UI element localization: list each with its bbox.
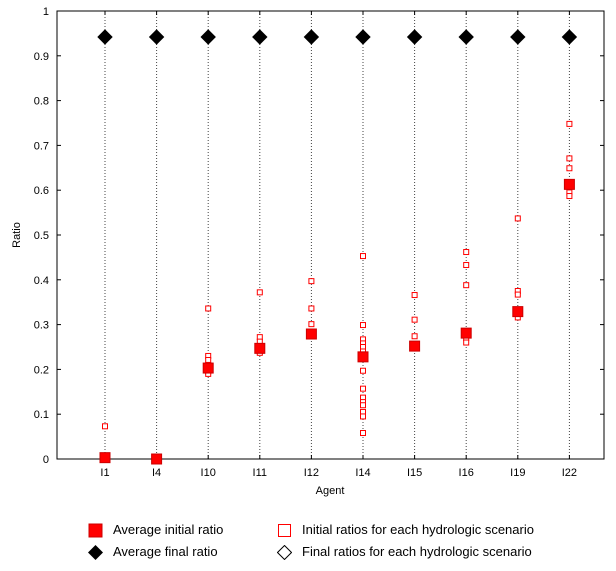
average-initial-ratio-point — [563, 178, 575, 190]
initial-ratio-scenario-point — [308, 305, 315, 312]
initial-ratio-scenario-point — [360, 413, 366, 420]
initial-ratio-scenario-point — [514, 215, 521, 222]
average-final-ratio-point — [459, 29, 474, 44]
y-tick-label: 0.3 — [34, 320, 49, 332]
initial-ratio-scenario-point — [360, 385, 366, 392]
initial-ratio-scenario-point — [308, 278, 315, 285]
average-initial-ratio-point — [202, 362, 214, 374]
initial-ratio-scenario-point — [411, 333, 418, 340]
initial-ratio-scenario-point — [566, 120, 573, 127]
y-tick-label: 0.9 — [34, 51, 49, 63]
y-tick-label: 0.4 — [34, 275, 49, 287]
initial-ratio-scenario-point — [256, 289, 263, 296]
y-tick-label: 0.7 — [34, 140, 49, 152]
open-black-diamond-icon — [276, 544, 293, 561]
initial-ratio-scenario-point — [205, 305, 212, 312]
initial-ratio-scenario-point — [102, 423, 108, 430]
initial-ratio-scenario-point — [360, 402, 366, 409]
chart-legend: Average initial ratio Initial ratios for… — [88, 520, 608, 566]
x-tick-label: I10 — [201, 467, 216, 479]
y-tick-label: 0.6 — [34, 185, 49, 197]
average-final-ratio-point — [252, 29, 267, 44]
average-final-ratio-point — [356, 29, 370, 44]
y-tick-label: 0.5 — [34, 230, 49, 242]
initial-ratio-scenario-point — [360, 430, 366, 437]
y-axis: 0 0.1 0.2 0.3 0.4 0.5 0.6 0.7 0.8 0.9 1 — [34, 6, 604, 466]
y-tick-label: 0 — [43, 454, 49, 466]
initial-ratio-scenario-point — [360, 253, 366, 260]
average-final-ratio-point — [149, 29, 164, 44]
x-tick-label: I22 — [562, 467, 577, 479]
open-red-square-icon — [277, 523, 292, 538]
average-final-ratio-point — [510, 29, 525, 44]
x-tick-label: I12 — [304, 467, 319, 479]
filled-red-square-icon — [88, 523, 103, 538]
y-tick-label: 0.2 — [34, 364, 49, 376]
y-tick-label: 1 — [43, 6, 49, 18]
initial-ratio-scenario-point — [360, 322, 366, 329]
average-final-ratio-point — [98, 29, 112, 44]
average-final-ratio-point — [201, 29, 216, 44]
initial-ratio-scenario-point — [463, 339, 470, 346]
x-tick-label: I14 — [355, 467, 370, 479]
x-axis: I1 I4 I10 I11 I12 I14 I15 I16 I19 I22 — [100, 11, 577, 479]
x-tick-label: I15 — [407, 467, 422, 479]
x-axis-title: Agent — [316, 485, 345, 497]
ratio-scatter-chart: 0 0.1 0.2 0.3 0.4 0.5 0.6 0.7 0.8 0.9 1 I1 I4 I10 I11… — [11, 6, 605, 497]
x-tick-label: I4 — [152, 467, 161, 479]
average-final-ratio-point — [562, 29, 577, 44]
legend-label: Final ratios for each hydrologic scenari… — [302, 544, 532, 559]
y-tick-label: 0.1 — [34, 409, 49, 421]
legend-label: Initial ratios for each hydrologic scena… — [302, 522, 534, 537]
average-initial-ratio-point — [460, 327, 472, 339]
initial-ratio-scenario-point — [205, 356, 212, 363]
initial-ratio-scenario-point — [514, 291, 521, 298]
average-initial-ratio-point — [512, 306, 524, 318]
plot-frame — [56, 10, 605, 460]
average-final-ratio-point — [304, 29, 319, 44]
initial-ratio-scenario-point — [566, 155, 573, 162]
grid-lines — [104, 11, 570, 459]
x-tick-label: I19 — [510, 467, 525, 479]
average-initial-ratio-point — [409, 340, 421, 352]
average-initial-ratio-point — [254, 342, 266, 354]
x-tick-label: I16 — [459, 467, 474, 479]
legend-label: Average final ratio — [113, 544, 218, 559]
x-tick-label: I11 — [253, 467, 267, 479]
average-initial-ratio-point — [305, 328, 317, 340]
initial-ratio-scenario-point — [360, 367, 366, 374]
filled-black-diamond-icon — [88, 545, 103, 560]
average-initial-ratio-point — [99, 452, 111, 464]
legend-label: Average initial ratio — [113, 522, 224, 537]
initial-ratio-scenario-point — [308, 321, 315, 328]
initial-ratio-scenario-point — [411, 292, 418, 299]
initial-ratio-scenario-point — [463, 249, 470, 256]
y-tick-label: 0.8 — [34, 96, 49, 108]
initial-ratio-scenario-point — [411, 316, 418, 323]
x-tick-label: I1 — [100, 467, 109, 479]
initial-ratio-scenario-point — [463, 282, 470, 289]
average-initial-ratio-point — [357, 351, 369, 363]
initial-ratio-scenario-point — [566, 193, 573, 200]
initial-ratio-scenario-point — [463, 262, 470, 269]
y-axis-title: Ratio — [11, 222, 23, 248]
initial-ratio-scenario-point — [566, 165, 573, 172]
average-final-ratio-point — [407, 29, 422, 44]
data-marks — [97, 29, 578, 465]
average-initial-ratio-point — [151, 453, 163, 465]
